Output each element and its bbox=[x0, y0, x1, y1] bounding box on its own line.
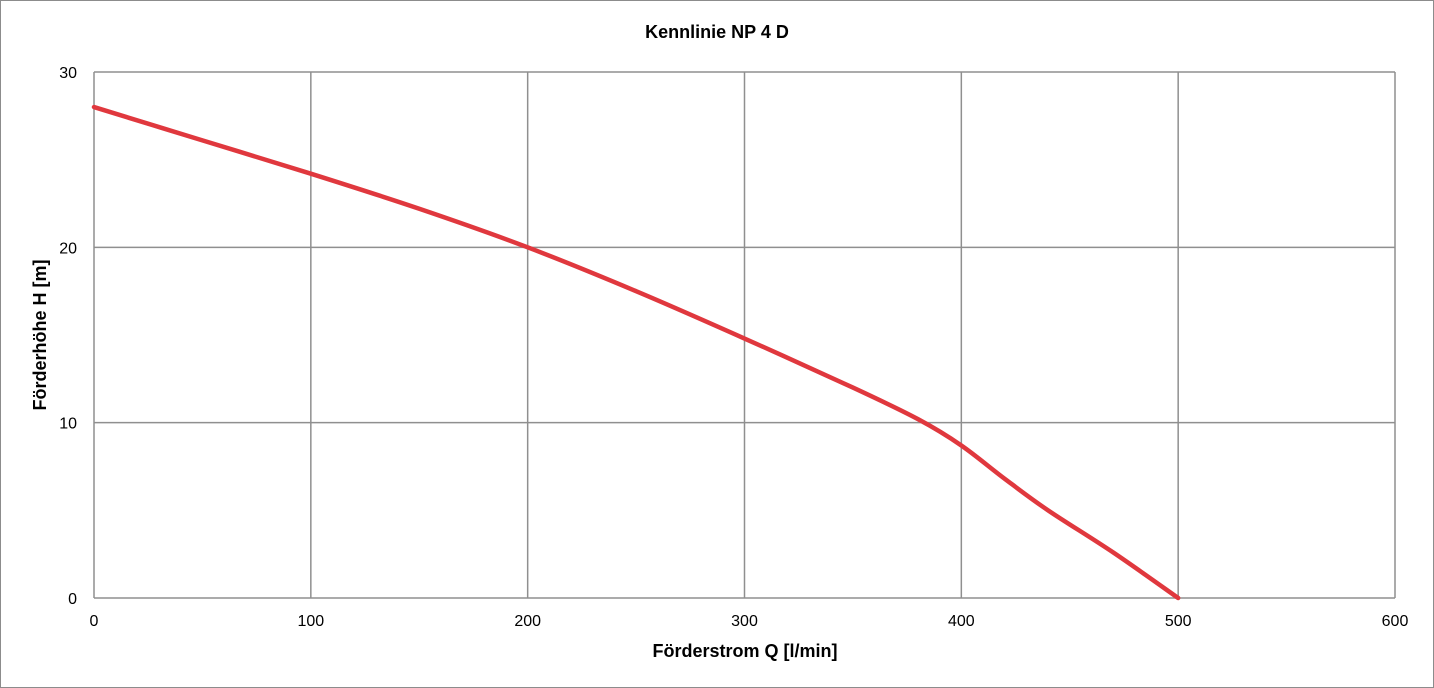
x-tick-label: 300 bbox=[731, 613, 758, 630]
y-tick-label: 0 bbox=[68, 591, 77, 608]
x-tick-label: 200 bbox=[514, 613, 541, 630]
grid bbox=[93, 71, 1396, 599]
y-axis-label: Förderhöhe H [m] bbox=[30, 260, 50, 411]
chart-title: Kennlinie NP 4 D bbox=[645, 22, 789, 42]
plot-area bbox=[91, 104, 1181, 601]
x-tick-label: 600 bbox=[1382, 613, 1409, 630]
y-tick-label: 20 bbox=[59, 240, 77, 257]
y-tick-label: 30 bbox=[59, 65, 77, 82]
x-tick-label: 400 bbox=[948, 613, 975, 630]
x-axis-label: Förderstrom Q [l/min] bbox=[652, 641, 837, 661]
x-tick-label: 500 bbox=[1165, 613, 1192, 630]
series-line bbox=[91, 104, 1181, 601]
y-tick-label: 10 bbox=[59, 416, 77, 433]
x-tick-label: 100 bbox=[297, 613, 324, 630]
tick-labels: 0 100 200 300 400 500 600 0 10 20 30 bbox=[59, 65, 1408, 630]
x-tick-label: 0 bbox=[90, 613, 99, 630]
